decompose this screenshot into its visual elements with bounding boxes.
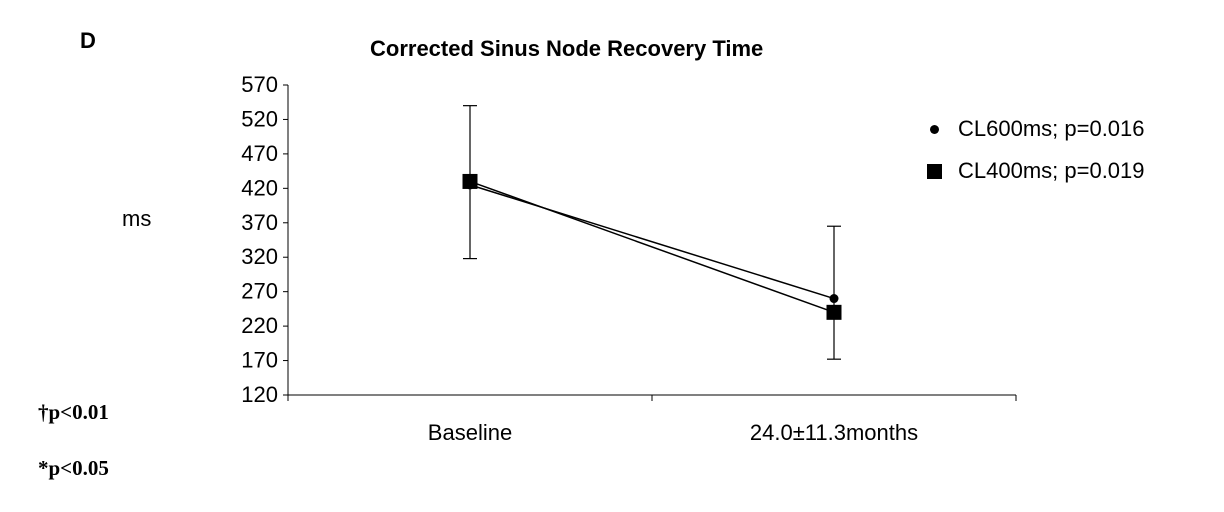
- y-tick-label: 320: [241, 244, 278, 269]
- y-tick-label: 520: [241, 106, 278, 131]
- circle-marker-icon: [922, 124, 946, 134]
- legend-item-cl400: CL400ms; p=0.019: [922, 154, 1145, 188]
- tick-labels: 120 170 220 270 320 370 420 470 520 570 Baseline 24…: [241, 72, 918, 445]
- chart-axes: [283, 84, 1017, 401]
- footnote-asterisk: *p<0.05: [38, 456, 109, 480]
- footnotes: †p<0.01 *p<0.05: [38, 400, 109, 512]
- y-tick-label: 270: [241, 279, 278, 304]
- y-tick-label: 470: [241, 141, 278, 166]
- y-tick-label: 370: [241, 210, 278, 235]
- y-axis-label: ms: [122, 206, 152, 231]
- x-tick-label: 24.0±11.3months: [750, 420, 918, 445]
- y-tick-label: 420: [241, 175, 278, 200]
- footnote-dagger: †p<0.01: [38, 400, 109, 424]
- error-bars: [463, 105, 841, 360]
- series-line-0: [469, 184, 835, 300]
- legend: CL600ms; p=0.016 CL400ms; p=0.019: [922, 112, 1145, 196]
- line-chart: 120 170 220 270 320 370 420 470 520 570 Baseline 24…: [241, 72, 1017, 445]
- y-tick-label: 170: [241, 348, 278, 373]
- legend-label-cl400: CL400ms; p=0.019: [958, 158, 1145, 183]
- y-tick-label: 570: [241, 72, 278, 97]
- legend-item-cl600: CL600ms; p=0.016: [922, 112, 1145, 146]
- series-lines: [469, 180, 835, 314]
- square-marker-icon: [922, 163, 946, 179]
- y-tick-label: 120: [241, 382, 278, 407]
- y-tick-label: 220: [241, 313, 278, 338]
- data-point-square: [462, 173, 478, 189]
- data-point-circle: [829, 294, 839, 304]
- panel-label: D: [80, 28, 96, 53]
- series-line-1: [469, 180, 835, 314]
- legend-label-cl600: CL600ms; p=0.016: [958, 116, 1145, 141]
- series-markers: [462, 173, 842, 320]
- x-tick-label: Baseline: [428, 420, 512, 445]
- chart-title: Corrected Sinus Node Recovery Time: [370, 36, 764, 61]
- data-point-square: [826, 304, 842, 320]
